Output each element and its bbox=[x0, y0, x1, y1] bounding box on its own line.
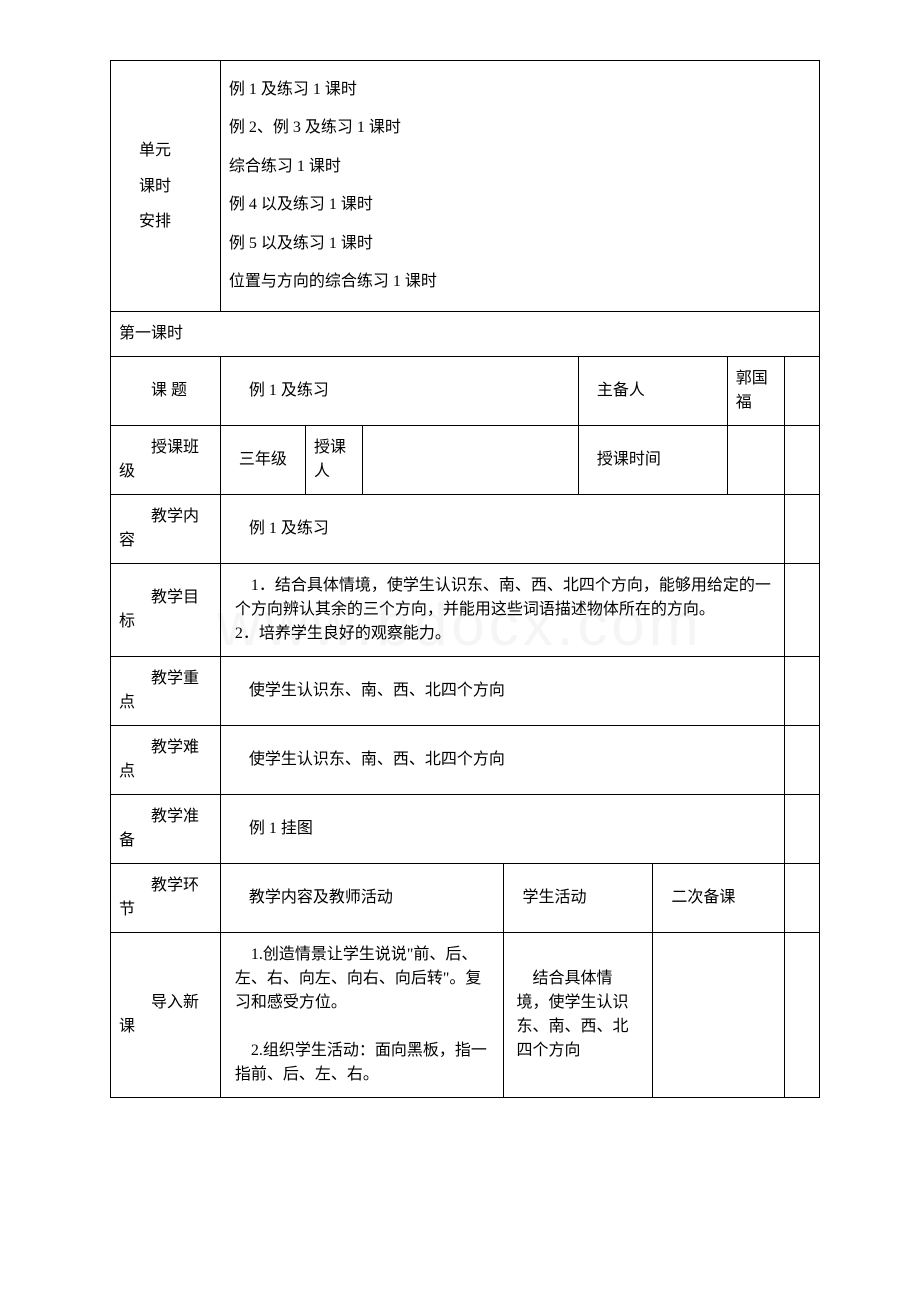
steps-col2-text: 学生活动 bbox=[522, 889, 586, 906]
prep-person-label: 主备人 bbox=[578, 357, 727, 426]
prep-value-text: 例 1 挂图 bbox=[249, 820, 313, 837]
intro-teacher: 1.创造情景让学生说说"前、后、左、右、向左、向右、向后转"。复习和感受方位。 … bbox=[220, 933, 504, 1098]
content-value-text: 例 1 及练习 bbox=[249, 520, 329, 537]
goal-value: 1．结合具体情境，使学生认识东、南、西、北四个方向，能够用给定的一个方向辨认其余… bbox=[220, 564, 784, 657]
class-grade-text: 三年级 bbox=[239, 451, 287, 468]
schedule-label-text: 单元 课时 安排 bbox=[139, 142, 171, 229]
difficulty-label-text: 教学难点 bbox=[119, 736, 212, 784]
intro-teacher-text: 1.创造情景让学生说说"前、后、左、右、向左、向右、向后转"。复习和感受方位。 … bbox=[235, 946, 487, 1083]
intro-label-text: 导入新课 bbox=[119, 991, 212, 1039]
content-blank bbox=[784, 495, 819, 564]
goal-label: 教学目标 bbox=[111, 564, 221, 657]
topic-blank bbox=[784, 357, 819, 426]
class-label: 授课班级 bbox=[111, 426, 221, 495]
steps-col1: 教学内容及教师活动 bbox=[220, 864, 504, 933]
schedule-line-4: 例 4 以及练习 1 课时 bbox=[229, 186, 811, 224]
steps-blank bbox=[784, 864, 819, 933]
intro-blank bbox=[784, 933, 819, 1098]
steps-col3: 二次备课 bbox=[653, 864, 784, 933]
keypoint-value: 使学生认识东、南、西、北四个方向 bbox=[220, 657, 784, 726]
topic-value-text: 例 1 及练习 bbox=[249, 382, 329, 399]
class-time-value bbox=[727, 426, 784, 495]
difficulty-blank bbox=[784, 726, 819, 795]
keypoint-blank bbox=[784, 657, 819, 726]
class-time-label-text: 授课时间 bbox=[597, 451, 661, 468]
content-label-text: 教学内容 bbox=[119, 505, 212, 553]
topic-value: 例 1 及练习 bbox=[220, 357, 578, 426]
steps-col2: 学生活动 bbox=[504, 864, 653, 933]
content-value: 例 1 及练习 bbox=[220, 495, 784, 564]
class-prep2-value bbox=[362, 426, 578, 495]
steps-label-text: 教学环节 bbox=[119, 874, 212, 922]
goal-label-text: 教学目标 bbox=[119, 586, 212, 634]
difficulty-value-text: 使学生认识东、南、西、北四个方向 bbox=[249, 751, 505, 768]
class-prep2-label-text: 授课人 bbox=[314, 439, 346, 480]
class-blank bbox=[784, 426, 819, 495]
prep-blank bbox=[784, 795, 819, 864]
prep-value: 例 1 挂图 bbox=[220, 795, 784, 864]
goal-blank bbox=[784, 564, 819, 657]
schedule-line-6: 位置与方向的综合练习 1 课时 bbox=[229, 263, 811, 301]
prep-person-value: 郭国福 bbox=[727, 357, 784, 426]
schedule-line-5: 例 5 以及练习 1 课时 bbox=[229, 225, 811, 263]
steps-col3-text: 二次备课 bbox=[671, 889, 735, 906]
difficulty-value: 使学生认识东、南、西、北四个方向 bbox=[220, 726, 784, 795]
class-prep2-label: 授课人 bbox=[305, 426, 362, 495]
intro-student: 结合具体情境，使学生认识东、南、西、北四个方向 bbox=[504, 933, 653, 1098]
schedule-line-3: 综合练习 1 课时 bbox=[229, 148, 811, 186]
schedule-label: 单元 课时 安排 bbox=[111, 61, 221, 312]
section-title: 第一课时 bbox=[111, 312, 820, 357]
topic-label: 课 题 bbox=[111, 357, 221, 426]
steps-col1-text: 教学内容及教师活动 bbox=[249, 889, 393, 906]
lesson-plan-table: 单元 课时 安排 例 1 及练习 1 课时 例 2、例 3 及练习 1 课时 综… bbox=[110, 60, 820, 1098]
intro-student-text: 结合具体情境，使学生认识东、南、西、北四个方向 bbox=[516, 970, 628, 1059]
steps-label: 教学环节 bbox=[111, 864, 221, 933]
class-grade: 三年级 bbox=[220, 426, 305, 495]
prep-person-value-text: 郭国福 bbox=[736, 370, 768, 411]
class-label-text: 授课班级 bbox=[119, 436, 212, 484]
class-time-label: 授课时间 bbox=[578, 426, 727, 495]
intro-label: 导入新课 bbox=[111, 933, 221, 1098]
keypoint-label: 教学重点 bbox=[111, 657, 221, 726]
content-label: 教学内容 bbox=[111, 495, 221, 564]
topic-label-text: 课 题 bbox=[119, 379, 212, 403]
prep-label-text: 教学准备 bbox=[119, 805, 212, 853]
difficulty-label: 教学难点 bbox=[111, 726, 221, 795]
section-title-text: 第一课时 bbox=[119, 325, 183, 342]
keypoint-label-text: 教学重点 bbox=[119, 667, 212, 715]
schedule-line-2: 例 2、例 3 及练习 1 课时 bbox=[229, 109, 811, 147]
schedule-line-1: 例 1 及练习 1 课时 bbox=[229, 71, 811, 109]
keypoint-value-text: 使学生认识东、南、西、北四个方向 bbox=[249, 682, 505, 699]
schedule-lines: 例 1 及练习 1 课时 例 2、例 3 及练习 1 课时 综合练习 1 课时 … bbox=[220, 61, 819, 312]
prep-label: 教学准备 bbox=[111, 795, 221, 864]
prep-person-label-text: 主备人 bbox=[597, 382, 645, 399]
intro-review bbox=[653, 933, 784, 1098]
goal-value-text: 1．结合具体情境，使学生认识东、南、西、北四个方向，能够用给定的一个方向辨认其余… bbox=[235, 577, 771, 642]
